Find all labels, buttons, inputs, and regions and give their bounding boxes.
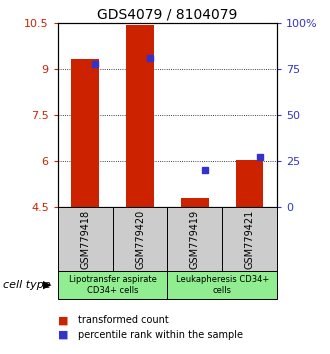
Text: transformed count: transformed count	[78, 315, 168, 325]
Text: GSM779419: GSM779419	[190, 209, 200, 269]
Text: Leukapheresis CD34+
cells: Leukapheresis CD34+ cells	[176, 275, 269, 295]
Text: Lipotransfer aspirate
CD34+ cells: Lipotransfer aspirate CD34+ cells	[69, 275, 156, 295]
Bar	[181, 198, 209, 207]
Text: GSM779421: GSM779421	[245, 209, 255, 269]
Text: GSM779418: GSM779418	[80, 209, 90, 269]
Text: ▶: ▶	[43, 280, 51, 290]
Text: percentile rank within the sample: percentile rank within the sample	[78, 330, 243, 339]
Text: GSM779420: GSM779420	[135, 209, 145, 269]
Bar	[236, 160, 263, 207]
Bar	[72, 59, 99, 207]
Title: GDS4079 / 8104079: GDS4079 / 8104079	[97, 8, 238, 22]
Text: ■: ■	[58, 330, 68, 339]
Text: ■: ■	[58, 315, 68, 325]
Bar	[126, 25, 154, 207]
Text: cell type: cell type	[3, 280, 51, 290]
